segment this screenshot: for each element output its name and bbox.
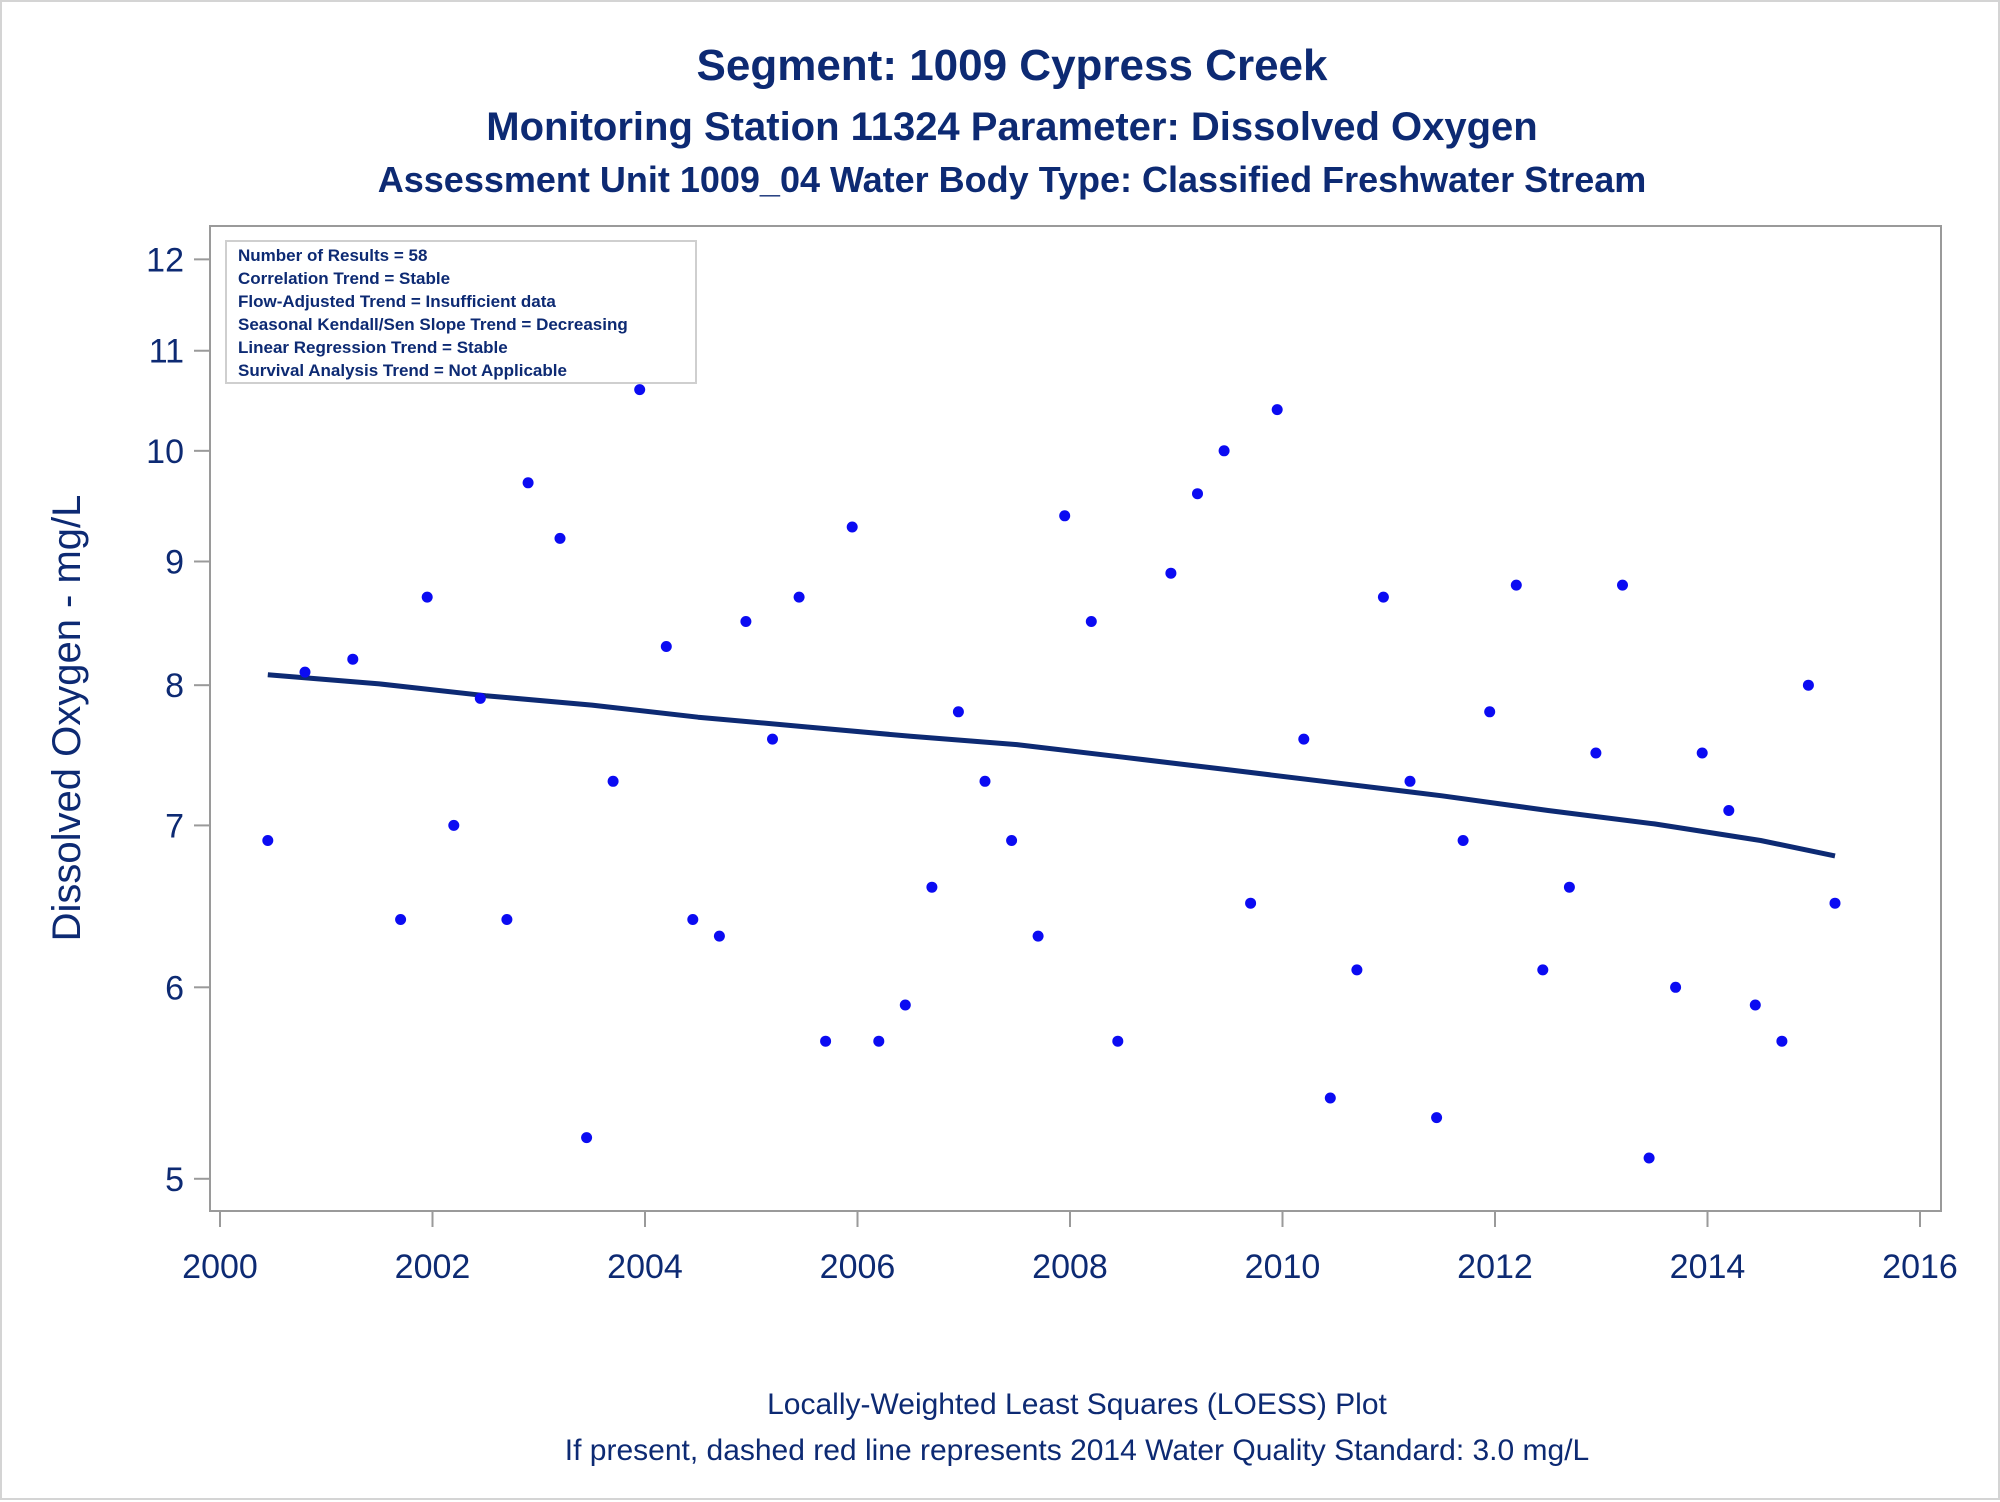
data-point [1245, 897, 1257, 909]
data-point [1510, 579, 1522, 591]
y-tick-label: 6 [165, 969, 184, 1007]
data-point [687, 914, 699, 925]
stats-box-frame [225, 240, 697, 384]
data-point [660, 641, 672, 652]
data-point [1457, 835, 1469, 846]
x-tick-label: 2014 [1670, 1248, 1746, 1286]
stats-line: Linear Regression Trend = Stable [238, 338, 508, 357]
scatter-points [262, 262, 1841, 1164]
x-axis: 2000 2002 2004 2006 2008 2010 2012 2014 2016 [182, 1211, 1958, 1286]
x-tick-label: 2006 [820, 1248, 896, 1286]
x-tick-label: 2010 [1245, 1248, 1321, 1286]
data-point [262, 835, 274, 846]
x-tick-label: 2002 [395, 1248, 471, 1286]
data-point [1404, 775, 1416, 787]
data-point [347, 653, 359, 665]
data-point [1776, 1035, 1788, 1047]
data-point [1590, 747, 1602, 759]
data-point [873, 1035, 885, 1047]
stats-line: Seasonal Kendall/Sen Slope Trend = Decre… [238, 315, 628, 334]
data-point [1537, 964, 1549, 976]
data-point [1670, 981, 1682, 993]
data-point [1563, 881, 1575, 893]
data-point [581, 1132, 593, 1144]
chart-subtitle-2: Assessment Unit 1009_04 Water Body Type:… [378, 159, 1647, 200]
data-point [899, 999, 911, 1011]
y-axis-label: Dissolved Oxygen - mg/L [45, 495, 89, 942]
data-point [952, 706, 964, 718]
stats-line: Survival Analysis Trend = Not Applicable [238, 361, 567, 380]
x-tick-label: 2004 [607, 1248, 683, 1286]
stats-box: Number of Results = 58 Correlation Trend… [225, 240, 697, 384]
data-point [713, 930, 725, 942]
data-point [1006, 835, 1018, 846]
data-point [1085, 616, 1097, 627]
stats-line: Correlation Trend = Stable [238, 269, 450, 288]
data-point [926, 881, 938, 893]
y-tick-label: 9 [165, 543, 184, 581]
data-point [1351, 964, 1363, 976]
stats-line: Number of Results = 58 [238, 246, 427, 265]
data-point [607, 775, 619, 787]
y-axis: 5 6 7 8 9 10 11 12 [146, 241, 210, 1199]
plot-area [209, 225, 1942, 1212]
data-point [395, 914, 407, 925]
data-point [634, 384, 646, 396]
data-point [501, 914, 513, 925]
data-point [1802, 679, 1814, 691]
data-point [1749, 999, 1761, 1011]
data-point [1112, 1035, 1124, 1047]
data-point [299, 666, 311, 678]
data-point [421, 591, 433, 603]
data-point [1643, 1152, 1655, 1164]
data-point [1829, 897, 1841, 909]
footnote-2: If present, dashed red line represents 2… [565, 1434, 1589, 1467]
x-tick-label: 2012 [1457, 1248, 1533, 1286]
data-point [1324, 1092, 1336, 1104]
data-point [474, 692, 486, 704]
x-tick-label: 2000 [182, 1248, 258, 1286]
data-point [767, 733, 778, 745]
chart-title: Segment: 1009 Cypress Creek [697, 41, 1329, 90]
data-point [793, 591, 805, 603]
data-point [554, 532, 566, 544]
x-tick-label: 2008 [1032, 1248, 1108, 1286]
data-point [1723, 805, 1735, 816]
data-point [1377, 591, 1389, 603]
data-point [1218, 445, 1230, 457]
data-point [1484, 706, 1496, 718]
y-tick-label: 8 [165, 667, 184, 705]
data-point [820, 1035, 832, 1047]
data-point [1298, 733, 1310, 745]
data-point [522, 477, 534, 489]
data-point [1192, 488, 1203, 500]
chart-subtitle: Monitoring Station 11324 Parameter: Diss… [486, 105, 1537, 149]
footnote-1: Locally-Weighted Least Squares (LOESS) P… [767, 1388, 1387, 1421]
y-tick-label: 5 [165, 1161, 184, 1199]
stats-line: Flow-Adjusted Trend = Insufficient data [238, 292, 556, 311]
data-point [1032, 930, 1044, 942]
data-point [1617, 579, 1628, 591]
y-tick-label: 7 [165, 807, 184, 845]
data-point [1271, 404, 1283, 416]
x-tick-label: 2016 [1882, 1248, 1958, 1286]
data-point [1696, 747, 1708, 759]
y-tick-label: 10 [146, 433, 184, 471]
loess-line [267, 672, 1836, 859]
y-tick-label: 12 [146, 241, 184, 279]
data-point [1431, 1112, 1443, 1124]
data-point [1165, 567, 1177, 579]
data-point [846, 521, 858, 533]
data-point [740, 616, 752, 627]
y-tick-label: 11 [149, 333, 184, 371]
data-point [1059, 510, 1071, 522]
data-point [448, 819, 460, 831]
data-point [979, 775, 991, 787]
